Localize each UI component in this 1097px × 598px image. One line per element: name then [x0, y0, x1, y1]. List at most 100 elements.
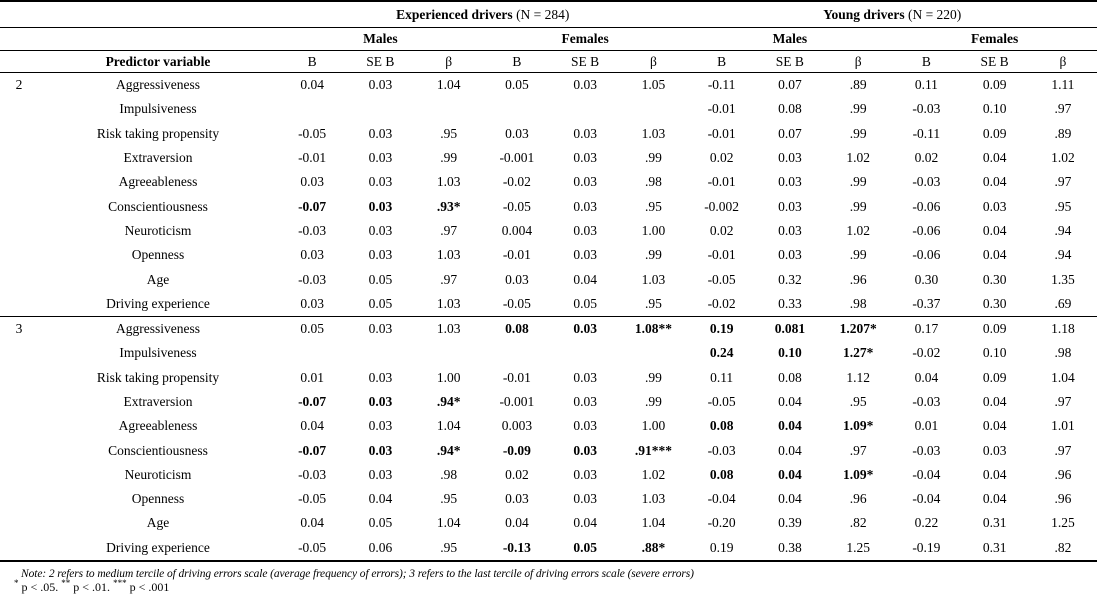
stat-value: .94: [1054, 222, 1072, 238]
stat-value: 0.04: [982, 174, 1007, 190]
stat-value: -0.03: [298, 222, 327, 238]
stat-value: 0.04: [778, 466, 802, 482]
stat-value: .95: [1054, 198, 1072, 214]
table-notes: Note: 2 refers to medium tercile of driv…: [0, 562, 1097, 594]
stat-value: 1.09*: [842, 466, 874, 482]
stat-value: .97: [1054, 394, 1072, 409]
stat-value: 0.03: [778, 150, 802, 166]
stat-value: 0.19: [687, 315, 756, 342]
stat-value: 1.00: [436, 369, 461, 385]
predictor-name: Impulsiveness: [119, 101, 197, 117]
table-row: Extraversion -0.01 0.03 .99 -0.001 0.03 .99 0.0…: [0, 146, 1097, 170]
stat-value: 1.04: [1051, 369, 1075, 385]
stat-value: .95: [849, 394, 867, 409]
predictor-name: Impulsiveness: [119, 345, 197, 361]
stat-header-b: B: [482, 50, 551, 73]
stat-value: 0.03: [778, 174, 802, 190]
table-body: 2 Aggressiveness 0.04 0.03 1.04 0.05 0.03 1.05 -…: [0, 73, 1097, 561]
stat-value: 0.03: [300, 247, 324, 263]
stat-value: 0.03: [778, 247, 802, 263]
predictor-name: Openness: [131, 247, 185, 263]
significance-stars: ***: [113, 577, 127, 588]
stat-value: 0.03: [573, 394, 597, 409]
stat-value: [415, 97, 483, 121]
stat-value: [415, 341, 483, 365]
stat-value: 0.08: [482, 315, 551, 342]
table-row: Driving experience -0.05 0.06 .95 -0.13 0.05.…: [0, 536, 1097, 561]
stat-value: 0.32: [778, 271, 802, 287]
predictor-name: Risk taking propensity: [96, 369, 220, 385]
stat-value: [278, 341, 346, 365]
stat-value: 0.03: [778, 198, 802, 214]
stat-value: .94*: [436, 394, 461, 409]
stat-value: -0.05: [502, 198, 531, 214]
stat-header-seb: SE B: [346, 50, 415, 73]
stat-value: 0.04: [300, 77, 324, 93]
stat-value: 0.02: [709, 222, 734, 238]
stat-value: .99: [440, 150, 458, 166]
significance-note: * p < .05. ** p < .01. *** p < .001: [14, 577, 170, 594]
stat-value: 0.06: [368, 539, 393, 555]
stat-header-row: Predictor variable B SE B β B SE B β B S…: [0, 50, 1097, 73]
stat-value: [619, 341, 687, 365]
stat-value: 0.30: [914, 271, 939, 287]
stat-value: 1.04: [436, 418, 461, 434]
stat-value: -0.02: [502, 174, 531, 190]
predictor-name: Neuroticism: [124, 466, 192, 482]
stat-value: -0.06: [912, 222, 941, 238]
stat-value: 0.03: [505, 271, 529, 287]
stat-value: .91***: [634, 442, 672, 458]
empty-cell: [0, 27, 278, 51]
stat-value: -0.01: [502, 247, 531, 263]
group-header-young: Young drivers (N = 220): [687, 1, 1097, 28]
predictor-name: Driving experience: [106, 295, 210, 311]
subgroup-males-young: Males: [687, 27, 893, 51]
stat-value: 0.03: [368, 174, 393, 190]
stat-value: 0.03: [573, 174, 597, 190]
stat-value: 0.02: [709, 150, 734, 166]
stat-value: 0.03: [573, 442, 597, 458]
stat-value: 1.02: [846, 150, 870, 166]
stat-value: 0.10: [778, 345, 802, 361]
stat-value: 0.11: [710, 369, 734, 385]
stat-value: -0.02: [707, 295, 736, 311]
table-row: Extraversion -0.07 0.03 .94* -0.001 0.03 .99 -0…: [0, 390, 1097, 414]
stat-value: 0.03: [368, 198, 393, 214]
stat-value: 0.04: [982, 491, 1007, 507]
stat-value: 1.08**: [619, 315, 688, 342]
table-row: Driving experience 0.03 0.05 1.03 -0.05 0.05.…: [0, 292, 1097, 317]
stat-value: .95: [644, 198, 662, 214]
table-row: Risk taking propensity 0.01 0.03 1.00 -0.01 0…: [0, 366, 1097, 390]
subgroup-females-young: Females: [892, 27, 1097, 51]
stat-value: -0.05: [298, 491, 327, 507]
empty-cell: [0, 1, 278, 28]
stat-value: .97: [1054, 101, 1072, 117]
stat-value: 0.04: [300, 515, 324, 531]
stat-value: 0.01: [300, 369, 324, 385]
stat-value: [483, 97, 551, 121]
stat-value: 1.03: [414, 315, 483, 342]
stat-value: .99: [849, 174, 867, 190]
stat-value: .99: [644, 247, 662, 263]
stat-value: 0.38: [778, 539, 802, 555]
stat-value: -0.03: [912, 101, 941, 117]
stat-value: 0.05: [505, 77, 529, 93]
stat-value: [483, 341, 551, 365]
stat-value: 1.02: [1051, 150, 1075, 166]
stat-value: 0.04: [368, 491, 393, 507]
tercile-label: [0, 292, 38, 317]
stat-value: .99: [644, 150, 662, 166]
stat-value: 0.003: [501, 418, 533, 434]
stat-value: [619, 97, 687, 121]
stat-value: 0.03: [573, 77, 597, 93]
stat-value: 1.35: [1051, 271, 1075, 287]
stat-value: -0.03: [298, 271, 327, 287]
predictor-name: Conscientiousness: [108, 442, 208, 458]
table-row: Neuroticism -0.03 0.03 .97 0.004 0.03 1.00 0.02…: [0, 219, 1097, 243]
stat-value: 0.03: [368, 125, 393, 141]
stat-value: -0.002: [704, 198, 740, 214]
stat-value: .97: [440, 271, 458, 287]
table-row: Impulsiveness -0.01 0.08 .99 -0.03 0.10 .97: [0, 97, 1097, 121]
note-text: Note: 2 refers to medium tercile of driv…: [21, 567, 694, 580]
